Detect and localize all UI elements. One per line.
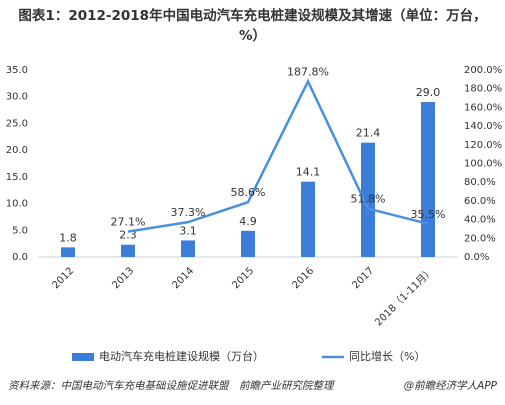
line-label: 58.6% [231,186,266,199]
bar [241,230,255,257]
bar [121,244,135,257]
x-tick-label: 2017 [350,265,376,291]
bar [181,240,195,257]
y-tick-label: 35.0 [6,65,28,76]
legend-swatch [72,353,94,361]
line [127,78,429,233]
source: 资料来源：中国电动汽车充电基础设施促进联盟 前瞻产业研究院整理 [8,380,335,392]
y-tick-label: 5.0 [12,225,28,236]
x-tick-label: 2014 [170,265,196,291]
y2-tick-label: 20.0% [464,233,496,244]
y-tick-label: 20.0 [6,145,28,156]
x-tick-label: 2018（1-11月） [372,265,436,329]
y2-tick-label: 100.0% [464,159,502,170]
y2-tick-label: 180.0% [464,84,502,95]
bar [61,247,75,257]
y2-tick-label: 80.0% [464,177,496,188]
x-tick-label: 2013 [110,265,136,291]
y-tick-label: 25.0 [6,118,28,129]
line-label: 27.1% [111,216,146,229]
bar-label: 29.0 [416,86,441,99]
bar-label: 1.8 [59,231,77,244]
bar-label: 4.9 [239,215,257,228]
y2-tick-label: 0.0% [464,252,489,263]
y2-tick-label: 160.0% [464,102,502,113]
bar [361,142,375,257]
line-label: 37.3% [171,206,206,219]
bar-label: 3.1 [179,224,197,237]
legend-label: 电动汽车充电桩建设规模（万台） [99,349,264,363]
x-tick-label: 2012 [50,265,76,291]
bar-label: 14.1 [296,166,321,179]
line-label: 51.8% [351,193,386,206]
y2-tick-label: 120.0% [464,140,502,151]
y-tick-label: 15.0 [6,172,28,183]
y2-tick-label: 140.0% [464,121,502,132]
x-tick-label: 2016 [290,265,316,291]
y2-tick-label: 40.0% [464,215,496,226]
y-tick-label: 30.0 [6,92,28,103]
line-label: 187.8% [287,65,329,78]
legend-label: 同比增长（%） [349,349,425,363]
bar-label: 21.4 [356,127,381,140]
x-tick-label: 2015 [230,265,256,291]
y2-tick-label: 200.0% [464,65,502,76]
credit: @前瞻经济学人APP [404,380,498,392]
y2-tick-label: 60.0% [464,196,496,207]
line-label: 35.5% [411,208,446,221]
bar [301,181,315,257]
y-tick-label: 0.0 [12,252,28,263]
bar [421,102,435,257]
chart-title: 图表1：2012-2018年中国电动汽车充电桩建设规模及其增速（单位：万台，%） [18,8,487,44]
y-tick-label: 10.0 [6,199,28,210]
